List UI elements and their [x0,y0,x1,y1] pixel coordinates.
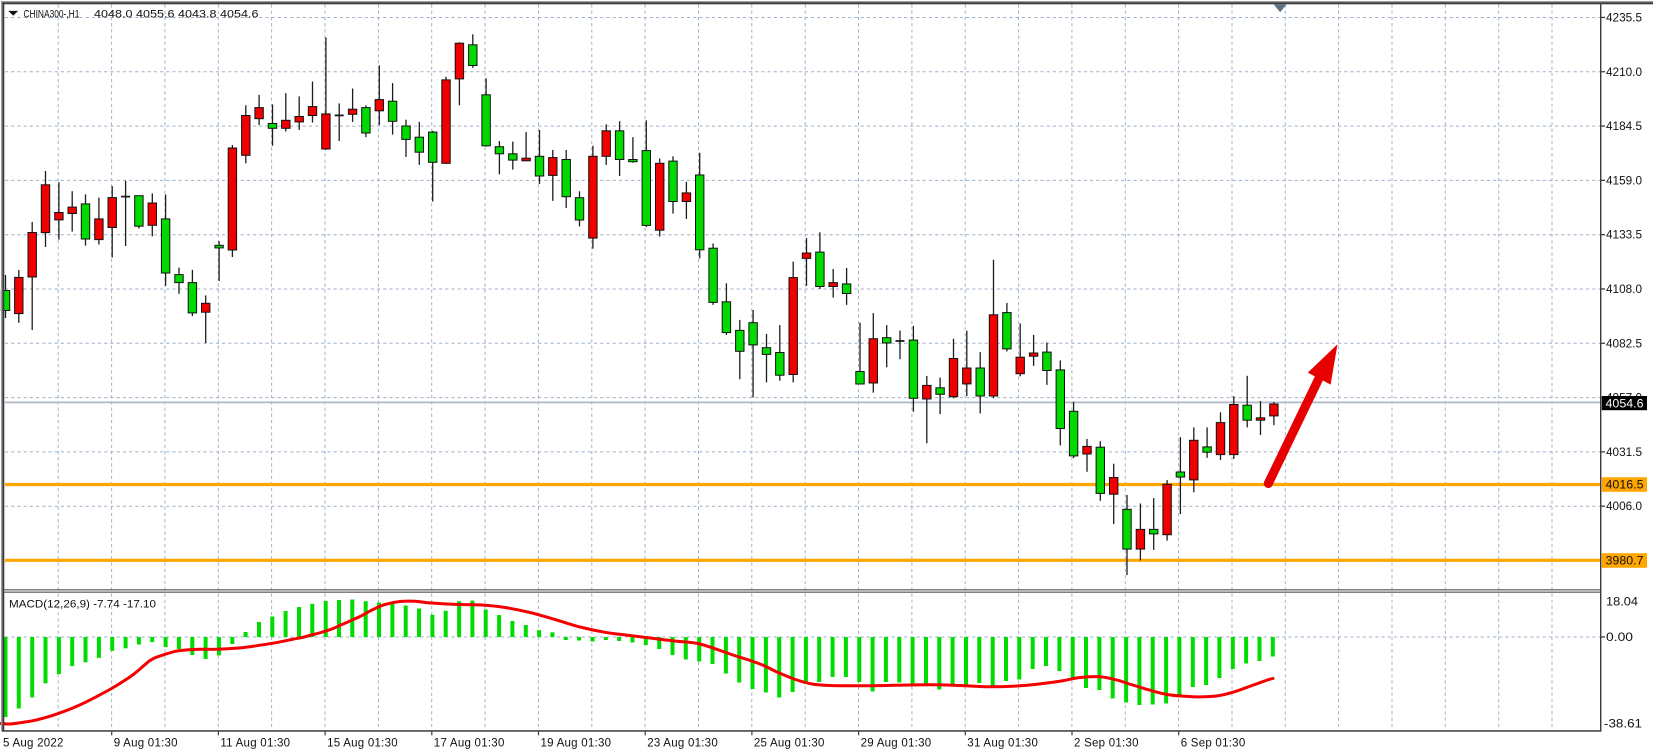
svg-text:4048.0 4055.6 4043.8 4054.6: 4048.0 4055.6 4043.8 4054.6 [94,9,259,21]
svg-text:17 Aug 01:30: 17 Aug 01:30 [434,738,505,750]
svg-text:4016.5: 4016.5 [1606,480,1644,492]
svg-text:4054.6: 4054.6 [1606,398,1644,410]
svg-text:6 Sep 01:30: 6 Sep 01:30 [1181,738,1246,750]
svg-text:MACD(12,26,9) -7.74 -17.10: MACD(12,26,9) -7.74 -17.10 [9,599,156,611]
svg-text:9 Aug 01:30: 9 Aug 01:30 [114,738,178,750]
svg-text:23 Aug 01:30: 23 Aug 01:30 [647,738,718,750]
svg-text:25 Aug 01:30: 25 Aug 01:30 [754,738,825,750]
svg-text:4108.0: 4108.0 [1606,284,1642,296]
svg-text:4159.0: 4159.0 [1606,175,1642,187]
svg-text:18.04: 18.04 [1606,596,1639,608]
svg-text:19 Aug 01:30: 19 Aug 01:30 [541,738,612,750]
svg-text:CHINA300-,H1: CHINA300-,H1 [24,9,80,21]
svg-text:0.00: 0.00 [1606,632,1633,644]
svg-text:15 Aug 01:30: 15 Aug 01:30 [327,738,398,750]
svg-text:4210.0: 4210.0 [1606,67,1642,79]
svg-text:4184.5: 4184.5 [1606,121,1642,133]
svg-text:4031.5: 4031.5 [1606,447,1642,459]
svg-text:2 Sep 01:30: 2 Sep 01:30 [1074,738,1139,750]
svg-text:4133.5: 4133.5 [1606,230,1642,242]
svg-text:-38.61: -38.61 [1604,719,1642,731]
svg-text:3980.7: 3980.7 [1606,556,1644,568]
svg-text:11 Aug 01:30: 11 Aug 01:30 [220,738,290,750]
svg-text:4006.0: 4006.0 [1606,501,1642,513]
svg-text:4082.5: 4082.5 [1606,338,1642,350]
svg-text:31 Aug 01:30: 31 Aug 01:30 [967,738,1038,750]
svg-text:29 Aug 01:30: 29 Aug 01:30 [861,738,932,750]
svg-text:4235.5: 4235.5 [1606,13,1642,25]
svg-text:5 Aug 2022: 5 Aug 2022 [3,738,64,750]
